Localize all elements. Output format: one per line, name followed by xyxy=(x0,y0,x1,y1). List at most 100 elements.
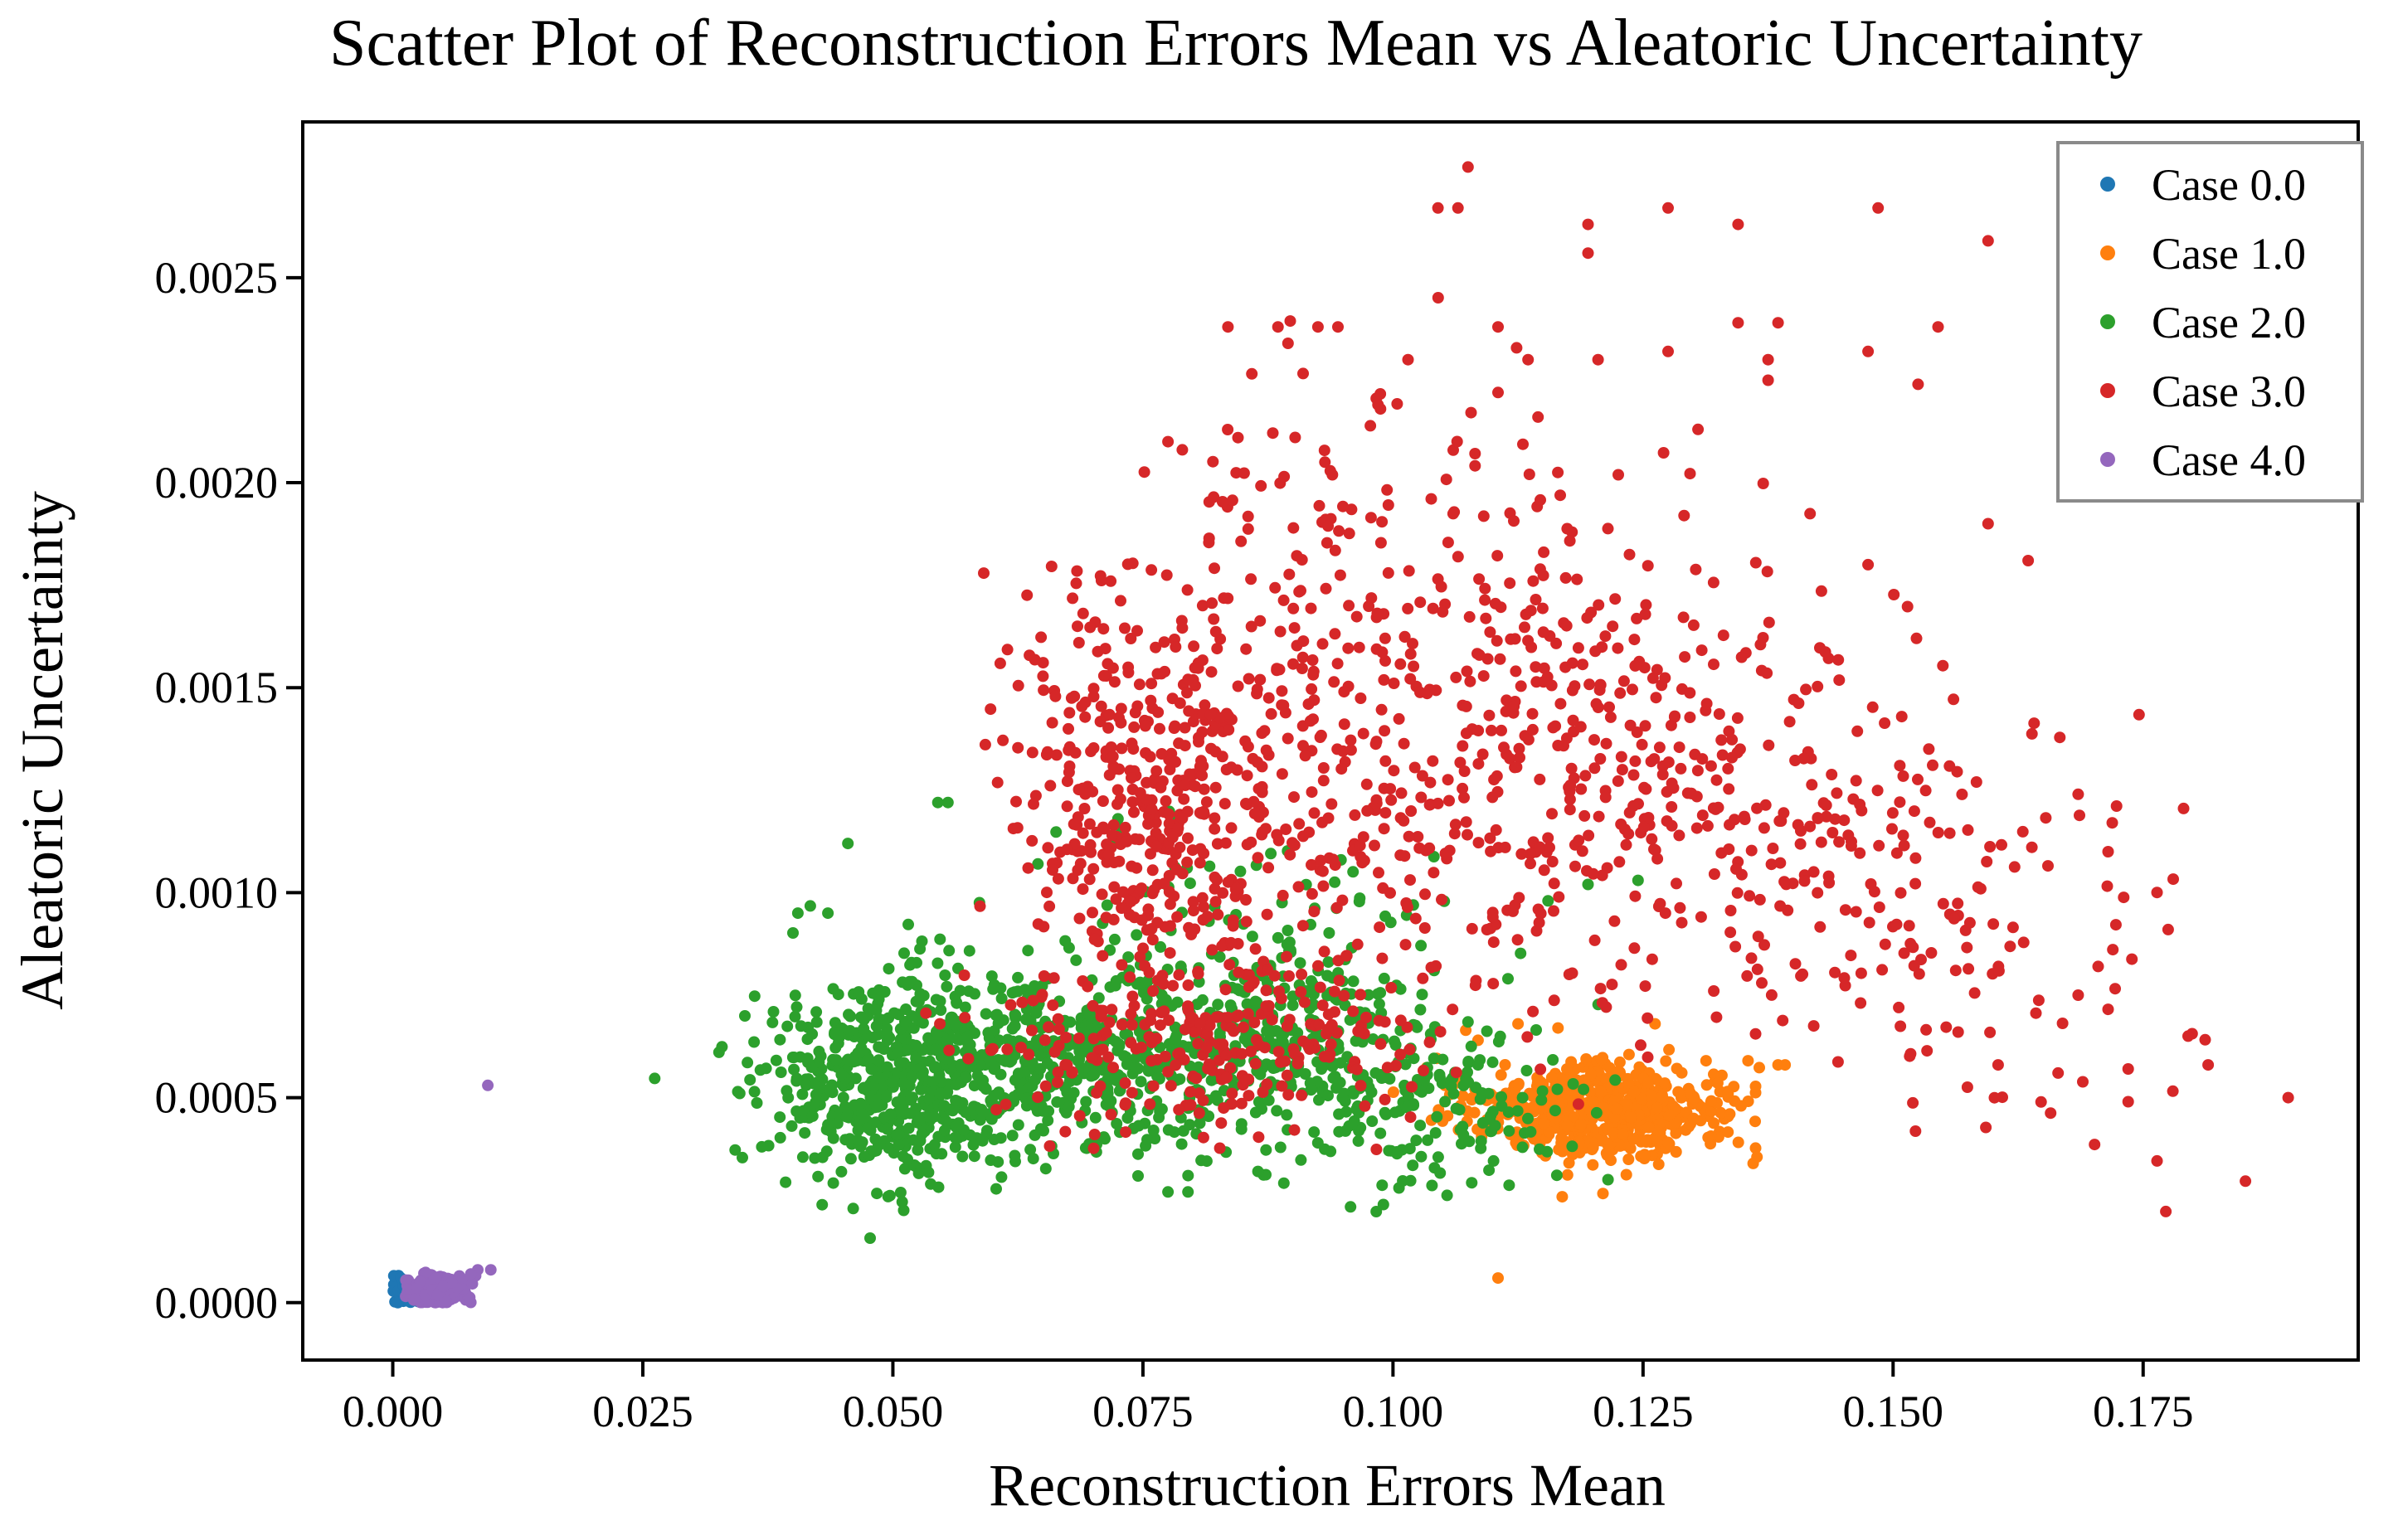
scatter-point xyxy=(912,1144,924,1156)
scatter-point xyxy=(1642,1012,1654,1024)
scatter-point xyxy=(1072,811,1084,823)
scatter-point xyxy=(1047,864,1058,876)
scatter-point xyxy=(1388,678,1400,689)
scatter-point xyxy=(988,1134,1000,1145)
scatter-point xyxy=(1735,651,1748,663)
scatter-point xyxy=(1503,1125,1515,1137)
scatter-point xyxy=(1041,1057,1053,1069)
scatter-point xyxy=(1670,1127,1682,1139)
legend-label: Case 4.0 xyxy=(2152,435,2306,485)
scatter-point xyxy=(1246,367,1258,380)
scatter-point xyxy=(1450,1066,1462,1079)
scatter-point xyxy=(1866,701,1879,713)
scatter-point xyxy=(1509,899,1521,911)
scatter-point xyxy=(1724,905,1737,916)
scatter-point xyxy=(1225,936,1238,949)
scatter-point xyxy=(1027,1153,1039,1165)
scatter-point xyxy=(1476,1087,1488,1099)
scatter-point xyxy=(1839,904,1851,916)
scatter-point xyxy=(1508,515,1520,527)
scatter-point xyxy=(1142,1065,1155,1077)
scatter-point xyxy=(1758,822,1770,834)
scatter-point xyxy=(1096,888,1108,901)
scatter-point xyxy=(883,963,895,975)
scatter-point xyxy=(1154,722,1165,735)
scatter-point xyxy=(1659,1077,1671,1090)
scatter-point xyxy=(1160,569,1173,581)
scatter-point xyxy=(1072,620,1083,633)
scatter-point xyxy=(1742,1055,1754,1067)
scatter-point xyxy=(1034,1123,1047,1135)
scatter-point xyxy=(1723,783,1735,795)
scatter-point xyxy=(800,1079,812,1091)
scatter-point xyxy=(1134,787,1146,799)
scatter-point xyxy=(1174,841,1186,853)
scatter-point xyxy=(2102,1003,2114,1016)
scatter-point xyxy=(1862,345,1875,357)
scatter-point xyxy=(1903,920,1915,932)
scatter-point xyxy=(1019,1092,1032,1105)
scatter-point xyxy=(1282,732,1294,745)
scatter-point xyxy=(1845,840,1857,852)
scatter-point xyxy=(1379,1093,1391,1105)
scatter-point xyxy=(1566,657,1578,669)
scatter-point xyxy=(1486,791,1499,804)
scatter-point xyxy=(904,1107,916,1120)
scatter-point xyxy=(1486,724,1497,736)
scatter-point xyxy=(1628,634,1641,646)
chart-title: Scatter Plot of Reconstruction Errors Me… xyxy=(329,7,2143,80)
scatter-point xyxy=(2160,1205,2172,1217)
scatter-point xyxy=(1196,600,1209,612)
scatter-point xyxy=(1150,840,1163,853)
scatter-point xyxy=(1862,558,1875,571)
scatter-point xyxy=(849,1099,861,1111)
scatter-point xyxy=(1245,620,1257,633)
scatter-point xyxy=(1486,1056,1499,1068)
scatter-point xyxy=(1700,1055,1712,1067)
scatter-point xyxy=(1283,568,1296,581)
scatter-point xyxy=(871,1188,883,1200)
scatter-point xyxy=(1171,911,1184,923)
scatter-point xyxy=(1094,1080,1107,1092)
scatter-point xyxy=(949,1019,961,1032)
scatter-point xyxy=(1510,665,1522,678)
scatter-point xyxy=(1073,912,1086,925)
scatter-point xyxy=(1174,1073,1186,1086)
scatter-point xyxy=(1179,740,1191,752)
scatter-point xyxy=(1806,779,1818,791)
scatter-point xyxy=(1345,734,1357,746)
scatter-point xyxy=(1398,737,1410,750)
scatter-point xyxy=(1021,589,1034,601)
scatter-point xyxy=(1028,798,1039,810)
scatter-point xyxy=(1499,841,1511,853)
scatter-point xyxy=(1616,764,1628,776)
scatter-point xyxy=(1176,622,1189,634)
scatter-point xyxy=(1253,783,1265,795)
scatter-point xyxy=(1168,890,1180,902)
scatter-point xyxy=(942,1052,955,1065)
scatter-point xyxy=(1379,1106,1391,1119)
scatter-point xyxy=(1282,338,1294,349)
scatter-point xyxy=(1428,867,1440,879)
scatter-point xyxy=(995,993,1008,1004)
scatter-point xyxy=(912,1167,925,1179)
scatter-point xyxy=(1121,1058,1133,1071)
scatter-point xyxy=(1260,744,1272,756)
scatter-point xyxy=(775,1066,787,1078)
scatter-point xyxy=(1726,751,1738,764)
scatter-point xyxy=(1073,1032,1085,1044)
scatter-point xyxy=(1688,1092,1700,1105)
scatter-point xyxy=(1131,929,1143,941)
scatter-point xyxy=(1432,202,1444,214)
scatter-point xyxy=(1012,971,1024,984)
scatter-point xyxy=(465,1268,477,1280)
scatter-point xyxy=(2122,1063,2134,1075)
scatter-point xyxy=(1932,827,1944,838)
scatter-point xyxy=(868,1080,880,1092)
scatter-point xyxy=(985,970,998,983)
scatter-point xyxy=(1289,431,1301,444)
scatter-point xyxy=(1532,903,1544,916)
scatter-point xyxy=(1296,968,1308,980)
scatter-point xyxy=(1194,1017,1206,1029)
scatter-point xyxy=(1758,939,1770,951)
